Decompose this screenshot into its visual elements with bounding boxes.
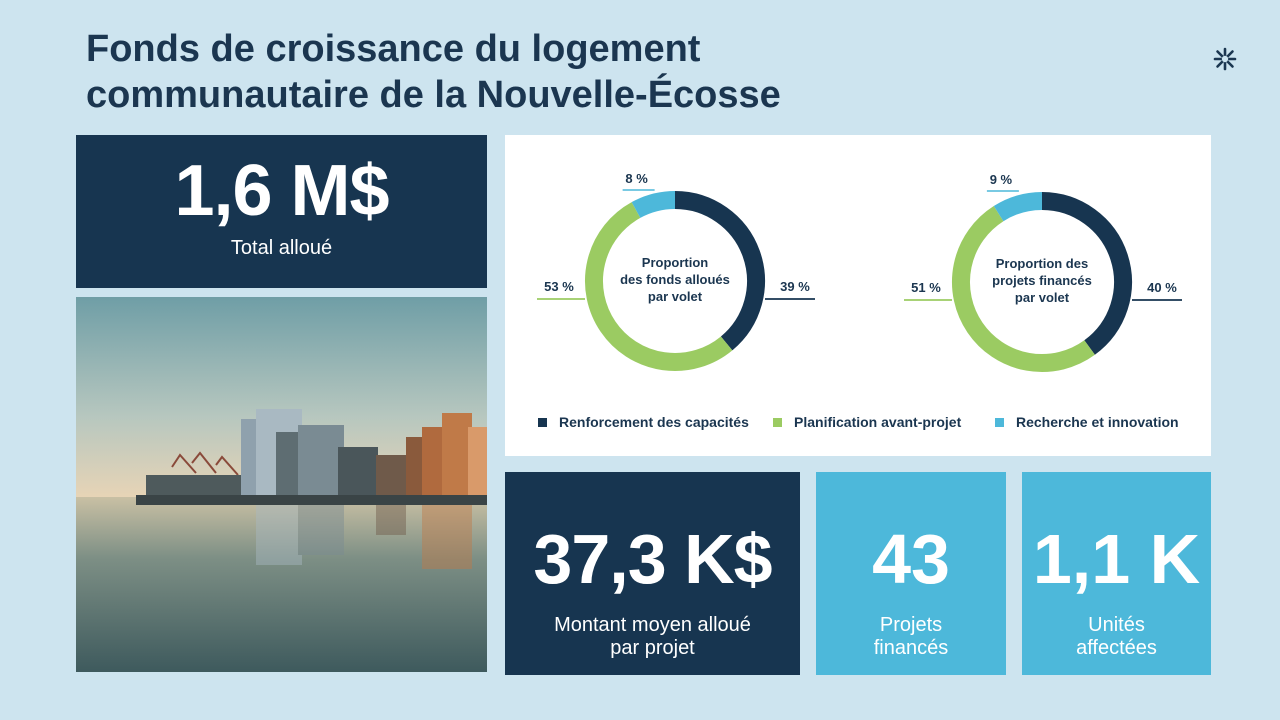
donut-2-label-1: 40 %: [1147, 280, 1177, 295]
donut-2-title-line-1: Proportion des: [996, 256, 1088, 271]
buildings: [241, 409, 487, 497]
donut-charts-panel: 39 % 53 % 8 % Proportion des fonds alloués pa…: [505, 135, 1211, 456]
legend-swatch-2: [773, 418, 782, 427]
cranes: [171, 451, 239, 476]
donut-1-label-1: 39 %: [780, 279, 810, 294]
donut-1-slice-3: [631, 191, 676, 219]
legend-label-3: Recherche et innovation: [1016, 414, 1179, 430]
page-title: Fonds de croissance du logement communau…: [86, 26, 986, 118]
legend-label-2: Planification avant-projet: [794, 414, 962, 430]
total-allocated-card: 1,6 M$ Total alloué: [76, 135, 487, 288]
donut-2-label-2: 51 %: [911, 280, 941, 295]
funded-projects-card: 43 Projets financés: [816, 472, 1006, 675]
asterisk-logo-icon: [1213, 47, 1237, 71]
donut-1-title-line-1: Proportion: [642, 255, 708, 270]
donut-2-slice-1: [1041, 192, 1132, 355]
donut-1-slice-1: [674, 191, 765, 351]
average-amount-label: Montant moyen alloué par projet: [554, 614, 751, 659]
donut-charts-svg: 39 % 53 % 8 % Proportion des fonds alloués pa…: [537, 171, 1182, 430]
average-amount-value: 37,3 K$: [533, 520, 772, 598]
harbour-photo: [76, 297, 487, 672]
affected-units-card: 1,1 K Unités affectées: [1022, 472, 1211, 675]
legend-label-1: Renforcement des capacités: [559, 414, 749, 430]
total-allocated-value: 1,6 M$: [174, 151, 389, 231]
legend-swatch-1: [538, 418, 547, 427]
donut-1-label-3: 8 %: [625, 171, 648, 186]
donut-2-slice-3: [993, 192, 1043, 222]
title-line-2: communautaire de la Nouvelle-Écosse: [86, 74, 781, 116]
total-allocated-label: Total alloué: [230, 237, 333, 259]
donut-1-title-line-2: des fonds alloués: [620, 272, 730, 287]
title-line-1: Fonds de croissance du logement: [86, 28, 701, 70]
legend-swatch-3: [995, 418, 1004, 427]
average-amount-card: 37,3 K$ Montant moyen alloué par projet: [505, 472, 800, 675]
donut-1-label-2: 53 %: [544, 279, 574, 294]
donut-2-label-3: 9 %: [990, 172, 1013, 187]
donut-2-title-line-2: projets financés: [992, 273, 1092, 288]
affected-units-value: 1,1 K: [1032, 520, 1201, 598]
funded-projects-value: 43: [872, 520, 950, 598]
affected-units-label: Unités affectées: [1076, 614, 1157, 659]
funded-projects-label: Projets financés: [873, 614, 949, 659]
donut-2-title-line-3: par volet: [1015, 290, 1070, 305]
donut-2-slice-2: [951, 206, 1095, 373]
donut-1-slice-2: [585, 202, 733, 371]
donut-1-title-line-3: par volet: [648, 289, 703, 304]
